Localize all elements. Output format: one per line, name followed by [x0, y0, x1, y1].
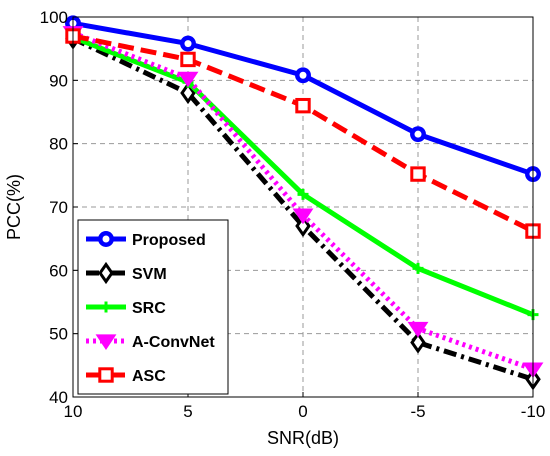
data-point-asc	[410, 166, 426, 182]
data-point-svm	[180, 81, 196, 105]
data-point-asc	[295, 97, 311, 114]
legend-label: Proposed	[132, 232, 206, 249]
x-tick-label: -5	[410, 402, 425, 421]
y-axis-ticks: 40 50 60 70 80 90 100	[40, 8, 78, 407]
legend-item-svm: SVM	[86, 261, 167, 285]
data-point-a-convnet	[407, 321, 429, 338]
series-layer	[62, 15, 544, 391]
data-point-a-convnet	[177, 71, 199, 88]
x-tick-label: -10	[521, 402, 546, 421]
y-tick-label: 90	[49, 71, 68, 90]
data-point-a-convnet	[292, 208, 314, 225]
x-tick-label: 10	[64, 402, 83, 421]
legend-item-a-convnet: A-ConvNet	[86, 334, 215, 351]
y-tick-label: 70	[49, 198, 68, 217]
data-point-src	[412, 262, 424, 274]
x-tick-label: 0	[298, 402, 307, 421]
legend-item-proposed: Proposed	[86, 231, 206, 249]
series-line	[71, 36, 534, 382]
y-axis-label: PCC(%)	[4, 174, 24, 240]
y-tick-label: 60	[49, 261, 68, 280]
legend-label: SRC	[132, 300, 166, 317]
y-tick-label: 80	[49, 135, 68, 154]
marker-center	[299, 71, 307, 79]
marker-center	[184, 40, 192, 48]
legend-item-src: SRC	[86, 300, 166, 317]
legend-item-asc: ASC	[86, 367, 166, 385]
legend-label: ASC	[132, 368, 166, 385]
legend: Proposed SVM SRC A-ConvNet ASC	[77, 219, 229, 395]
legend-label: A-ConvNet	[132, 334, 215, 351]
y-tick-label: 40	[49, 388, 68, 407]
data-point-svm	[295, 214, 311, 238]
y-tick-label: 50	[49, 325, 68, 344]
series-proposed	[65, 15, 541, 183]
x-axis-label: SNR(dB)	[267, 428, 339, 448]
x-axis-ticks: 10 5 0 -5 -10	[64, 392, 546, 421]
data-point-asc	[180, 51, 196, 68]
data-point-src	[100, 301, 112, 313]
data-point-svm	[98, 261, 114, 285]
data-point-svm	[410, 331, 426, 354]
y-tick-label: 100	[40, 8, 68, 27]
data-point-a-convnet	[95, 334, 117, 350]
legend-label: SVM	[132, 266, 167, 283]
marker-center	[102, 235, 110, 243]
data-point-asc	[98, 367, 114, 383]
marker-center	[414, 130, 422, 138]
x-tick-label: 5	[183, 402, 192, 421]
data-point-src	[297, 188, 309, 200]
